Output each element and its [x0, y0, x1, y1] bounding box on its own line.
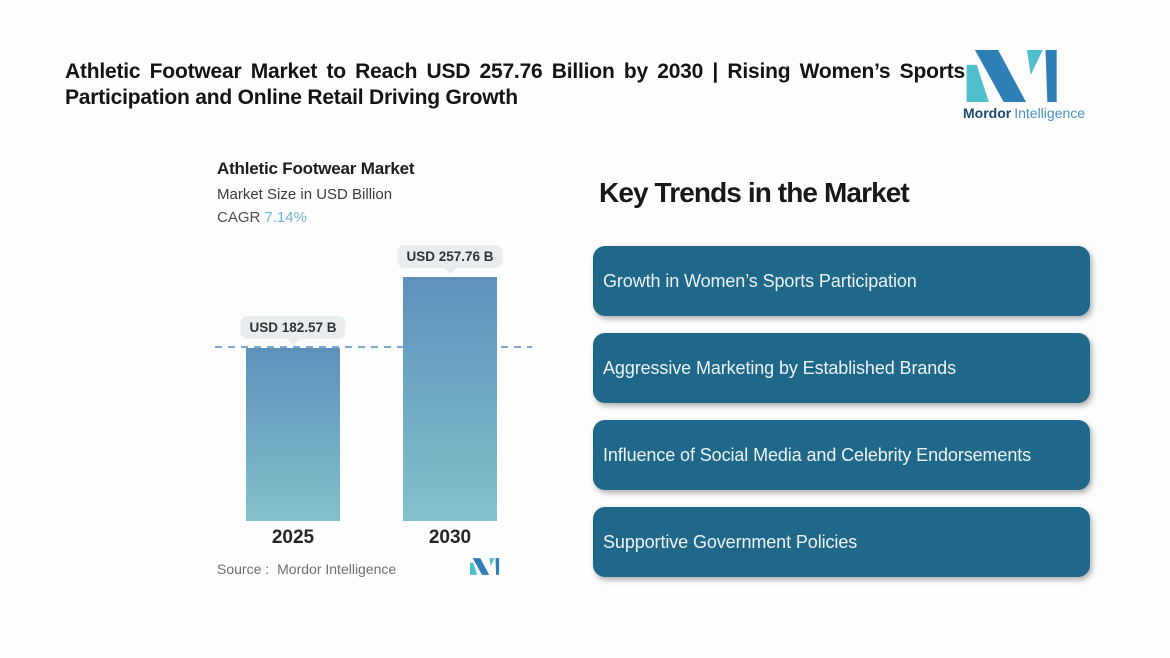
bar-chart-plot: USD 182.57 B USD 257.76 B [215, 245, 535, 521]
bar-value-label-2025: USD 182.57 B [240, 316, 346, 345]
mordor-m-icon-small [470, 558, 500, 575]
trend-card-government: Supportive Government Policies [593, 507, 1090, 577]
mordor-m-icon [966, 50, 1057, 102]
cagr-value: 7.14% [264, 209, 307, 226]
pill-tail-icon [286, 339, 299, 345]
bar-2030 [403, 277, 497, 521]
chart-subtitle: Market Size in USD Billion [217, 186, 393, 203]
source-line: Source : Mordor Intelligence [217, 561, 396, 577]
brand-name-bold: Mordor [963, 105, 1012, 121]
trend-card-label: Influence of Social Media and Celebrity … [603, 444, 1032, 465]
reference-dashed-line [215, 346, 532, 348]
page-title: Athletic Footwear Market to Reach USD 25… [65, 60, 965, 109]
source-value: Mordor Intelligence [277, 561, 397, 577]
trend-card-label: Growth in Women’s Sports Participation [603, 270, 917, 291]
trends-heading: Key Trends in the Market [599, 177, 910, 208]
source-label: Source : [217, 561, 270, 577]
brand-name: Mordor Intelligence [963, 105, 1085, 121]
bar-2025 [246, 348, 340, 521]
trend-card-social-media: Influence of Social Media and Celebrity … [593, 420, 1090, 490]
bar-value-text: USD 182.57 B [249, 320, 337, 335]
chart-cagr: CAGR 7.14% [217, 209, 307, 226]
bar-value-text: USD 257.76 B [406, 249, 494, 264]
brand-name-light: Intelligence [1014, 105, 1086, 121]
brand-logo: Mordor Intelligence [963, 50, 1085, 121]
bar-value-label-2030: USD 257.76 B [397, 245, 503, 274]
x-axis-label-2030: 2030 [428, 527, 472, 548]
cagr-label: CAGR [217, 209, 261, 226]
trend-card-women-sports: Growth in Women’s Sports Participation [593, 246, 1090, 316]
pill-tail-icon [443, 268, 456, 274]
trend-card-marketing: Aggressive Marketing by Established Bran… [593, 333, 1090, 403]
x-axis-label-2025: 2025 [271, 527, 315, 548]
chart-title: Athletic Footwear Market [217, 159, 415, 178]
trend-card-label: Supportive Government Policies [603, 531, 858, 552]
trend-card-label: Aggressive Marketing by Established Bran… [603, 357, 956, 378]
